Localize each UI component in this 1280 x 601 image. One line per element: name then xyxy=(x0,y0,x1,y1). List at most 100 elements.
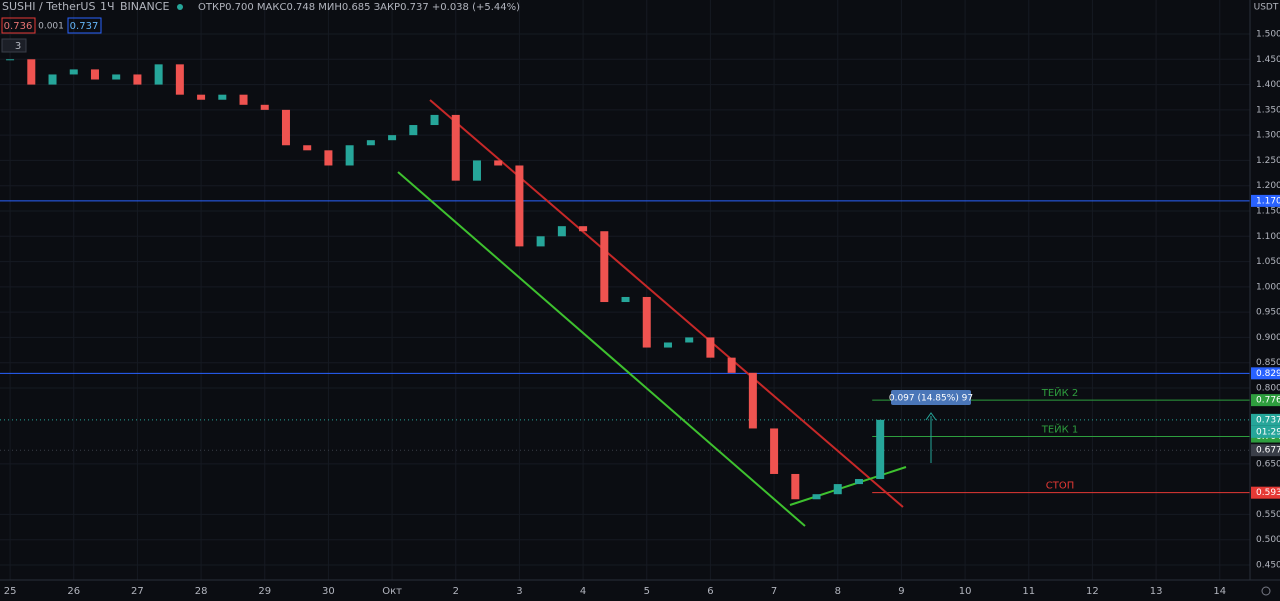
y-tick-label: 0.950 xyxy=(1256,308,1280,318)
breakout-line xyxy=(789,466,907,506)
price-mark-label: 0.677 xyxy=(1256,446,1280,456)
level-box xyxy=(1251,394,1280,407)
candle xyxy=(430,114,439,126)
candle xyxy=(324,150,333,166)
candle xyxy=(600,231,609,303)
price-mark-label: 0.737 xyxy=(1256,415,1280,425)
price-mark-box xyxy=(1251,413,1280,426)
y-tick-label: 1.300 xyxy=(1256,131,1280,141)
candle xyxy=(833,484,842,495)
candle xyxy=(451,114,460,181)
candle xyxy=(218,94,227,100)
candle xyxy=(791,473,800,500)
candle xyxy=(770,428,779,474)
y-tick-label: 0.850 xyxy=(1256,358,1280,368)
candle xyxy=(748,372,757,429)
x-tick-label: 8 xyxy=(835,586,841,597)
indicator-count: 3 xyxy=(15,41,21,52)
y-tick-label: 0.550 xyxy=(1256,510,1280,520)
candle xyxy=(621,296,630,303)
currency: USDT xyxy=(1254,3,1279,13)
candle xyxy=(642,296,651,348)
x-tick-label: 27 xyxy=(131,586,144,597)
spread: 0.001 xyxy=(38,22,64,32)
x-tick-label: 30 xyxy=(322,586,335,597)
y-tick-label: 1.150 xyxy=(1256,207,1280,217)
measure-label: 0.097 (14.85%) 97 xyxy=(889,394,973,404)
status-dot xyxy=(177,4,183,10)
x-tick-label: 5 xyxy=(644,586,650,597)
x-tick-label: Окт xyxy=(382,586,402,597)
level-label: 1.170 xyxy=(1256,196,1280,206)
bid: 0.736 xyxy=(4,21,33,32)
candle xyxy=(663,342,672,348)
candle xyxy=(27,59,36,85)
price-mark-box xyxy=(1251,444,1280,457)
candle xyxy=(876,419,885,480)
y-tick-label: 1.250 xyxy=(1256,156,1280,166)
symbol: SUSHI / TetherUS xyxy=(2,0,95,13)
indicator-toggle[interactable] xyxy=(1,38,27,53)
level-name: ТЕЙК 1 xyxy=(1041,423,1079,436)
x-tick-label: 29 xyxy=(258,586,271,597)
candle xyxy=(706,337,715,358)
level-label: 0.593 xyxy=(1256,488,1280,498)
candle xyxy=(112,74,121,80)
level-label: 0.829 xyxy=(1256,369,1280,379)
candle xyxy=(154,64,163,85)
y-tick-label: 1.450 xyxy=(1256,55,1280,65)
candle xyxy=(854,479,863,485)
exchange: BINANCE xyxy=(120,0,169,13)
candle xyxy=(281,109,290,146)
x-tick-label: 4 xyxy=(580,586,586,597)
ask-box[interactable] xyxy=(67,17,102,34)
support-line xyxy=(397,171,806,527)
candle xyxy=(133,74,142,85)
candle xyxy=(579,226,588,232)
candle xyxy=(494,160,503,166)
candle xyxy=(239,94,248,105)
y-tick-label: 0.450 xyxy=(1256,561,1280,571)
candle xyxy=(48,74,57,85)
x-tick-label: 11 xyxy=(1022,586,1035,597)
level-label: 0.776 xyxy=(1256,396,1280,406)
candle xyxy=(197,94,206,100)
x-tick-label: 25 xyxy=(4,586,17,597)
resistance-line xyxy=(429,99,904,508)
candle xyxy=(472,160,481,181)
measure-arrow-head xyxy=(925,412,937,421)
level-name: ТЕЙК 2 xyxy=(1041,386,1079,399)
ask: 0.737 xyxy=(70,21,99,32)
x-tick-label: 2 xyxy=(453,586,459,597)
candle xyxy=(388,135,397,141)
countdown: 01:29 xyxy=(1256,427,1280,437)
candle xyxy=(812,494,821,500)
bid-box[interactable] xyxy=(1,17,36,34)
candle xyxy=(727,357,736,373)
y-tick-label: 1.050 xyxy=(1256,257,1280,267)
x-tick-label: 26 xyxy=(67,586,80,597)
candle xyxy=(175,64,184,95)
x-tick-label: 7 xyxy=(771,586,777,597)
price-axis xyxy=(1250,0,1280,601)
settings-icon[interactable] xyxy=(1261,586,1271,596)
x-tick-label: 13 xyxy=(1150,586,1163,597)
candle xyxy=(366,140,375,146)
y-tick-label: 0.500 xyxy=(1256,535,1280,545)
x-tick-label: 12 xyxy=(1086,586,1099,597)
y-tick-label: 1.200 xyxy=(1256,181,1280,191)
candle xyxy=(303,145,312,151)
y-tick-label: 1.400 xyxy=(1256,80,1280,90)
y-tick-label: 1.500 xyxy=(1256,30,1280,40)
countdown-box xyxy=(1251,425,1280,438)
y-tick-label: 1.000 xyxy=(1256,282,1280,292)
y-tick-label: 1.350 xyxy=(1256,105,1280,115)
candle xyxy=(536,236,545,247)
ohlc: ОТКР0.700 МАКС0.748 МИН0.685 ЗАКР0.737 +… xyxy=(198,2,520,13)
y-tick-label: 0.800 xyxy=(1256,384,1280,394)
y-tick-label: 0.650 xyxy=(1256,459,1280,469)
x-tick-label: 10 xyxy=(959,586,972,597)
x-tick-label: 14 xyxy=(1213,586,1226,597)
